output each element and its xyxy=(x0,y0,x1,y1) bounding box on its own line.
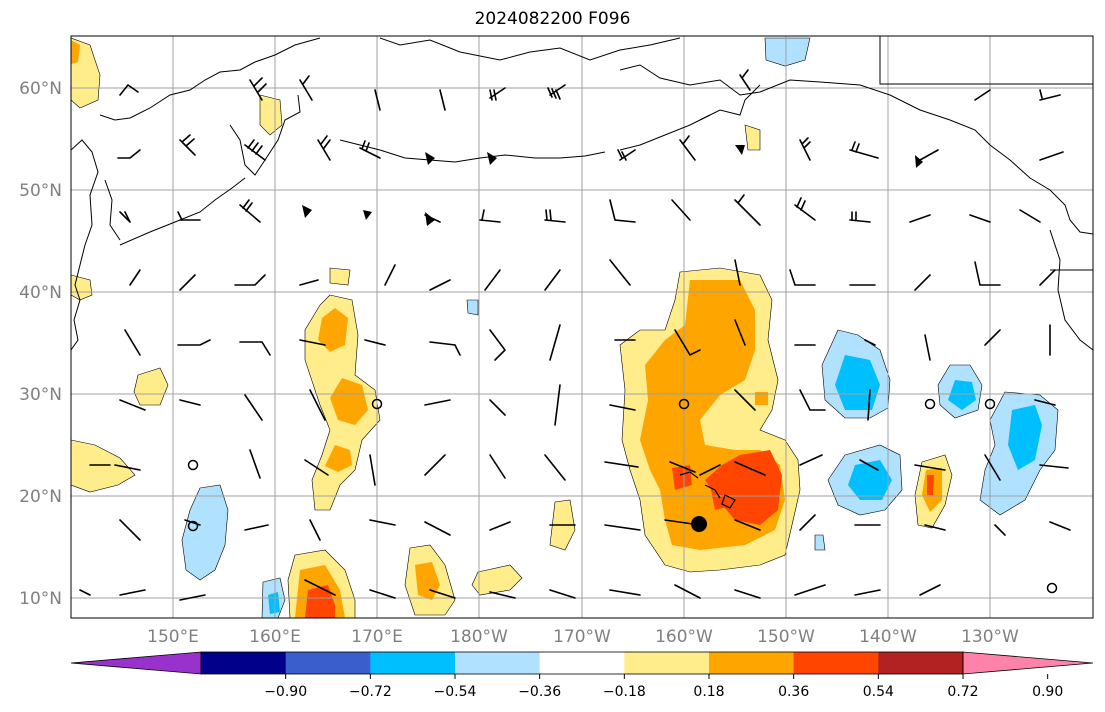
lon-label: 160°W xyxy=(655,627,713,647)
lon-label: 140°W xyxy=(859,627,917,647)
negative-anomaly-region xyxy=(268,592,280,614)
colorbar-segment xyxy=(709,652,795,674)
positive-anomaly-region xyxy=(259,94,283,136)
colorbar-tick-label: −0.18 xyxy=(603,684,646,700)
lat-label: 50°N xyxy=(19,181,62,201)
colorbar-tick-label: −0.36 xyxy=(518,684,561,700)
lon-label: 170°W xyxy=(553,627,611,647)
positive-anomaly-region xyxy=(71,40,80,64)
colorbar-tick-label: 0.90 xyxy=(1032,684,1063,700)
gridlines xyxy=(71,36,1093,618)
colorbar-segment xyxy=(455,652,541,674)
lat-label: 10°N xyxy=(19,589,62,609)
colorbar-tick-label: 0.36 xyxy=(778,684,809,700)
colorbar: −0.90 −0.72 −0.54 −0.36 −0.18 0.18 0.36 0.54 0.7… xyxy=(70,651,1094,700)
lon-label: 130°W xyxy=(961,627,1019,647)
lon-label: 150°W xyxy=(757,627,815,647)
positive-anomaly-region xyxy=(325,445,352,472)
lon-label: 180°W xyxy=(450,627,508,647)
positive-anomaly-region xyxy=(471,564,523,596)
colorbar-segment xyxy=(793,652,879,674)
plot-frame xyxy=(70,35,1094,619)
colorbar-tick-label: −0.54 xyxy=(434,684,477,700)
positive-anomaly-region xyxy=(133,367,169,406)
wind-barbs xyxy=(79,69,1071,601)
negative-anomaly-region xyxy=(1008,405,1042,470)
colorbar-tick-label: −0.90 xyxy=(264,684,307,700)
wind-flags xyxy=(302,145,923,226)
coastlines xyxy=(71,36,1093,351)
lat-label: 20°N xyxy=(19,487,62,507)
positive-anomaly-region xyxy=(927,475,934,495)
negative-anomaly-region xyxy=(835,355,880,410)
anomaly-shading xyxy=(71,37,1059,618)
negative-anomaly-region xyxy=(848,460,892,500)
colorbar-extension-low xyxy=(70,651,202,675)
positive-anomaly-region xyxy=(305,585,335,618)
colorbar-segment xyxy=(878,652,964,674)
hawaiian-islands xyxy=(679,471,736,509)
positive-anomaly-region xyxy=(330,378,368,425)
positive-anomaly-region xyxy=(318,308,348,352)
longitude-labels: 150°E 160°E 170°E 180°W 170°W 160°W 150°… xyxy=(147,627,1019,647)
calm-wind-circles xyxy=(187,398,1058,594)
lat-label: 30°N xyxy=(19,385,62,405)
colorbar-segment xyxy=(370,652,456,674)
colorbar-tick-label: −0.72 xyxy=(349,684,392,700)
colorbar-extension-high xyxy=(962,651,1094,675)
positive-anomaly-region xyxy=(755,392,768,405)
positive-anomaly-region xyxy=(744,124,761,151)
positive-anomaly-region xyxy=(672,465,692,490)
colorbar-tick-label: 0.72 xyxy=(947,684,978,700)
storm-center-marker xyxy=(691,516,707,532)
lon-label: 150°E xyxy=(147,627,199,647)
colorbar-tick-label: 0.18 xyxy=(693,684,724,700)
negative-anomaly-region xyxy=(181,484,229,581)
latitude-labels: 60°N 50°N 40°N 30°N 20°N 10°N xyxy=(19,79,62,609)
lon-label: 170°E xyxy=(351,627,403,647)
colorbar-segment xyxy=(624,652,710,674)
lat-label: 40°N xyxy=(19,283,62,303)
map-title: 2024082200 F096 xyxy=(474,9,631,29)
colorbar-segment xyxy=(539,652,625,674)
positive-anomaly-region xyxy=(71,274,93,301)
negative-anomaly-region xyxy=(948,380,976,410)
positive-anomaly-region xyxy=(71,439,136,493)
colorbar-outline xyxy=(200,651,964,675)
negative-anomaly-region xyxy=(466,299,479,316)
colorbar-segment xyxy=(201,652,287,674)
lon-label: 160°E xyxy=(249,627,301,647)
negative-anomaly-region xyxy=(814,534,826,551)
colorbar-segment xyxy=(285,652,371,674)
positive-anomaly-region xyxy=(329,267,351,286)
lat-label: 60°N xyxy=(19,79,62,99)
negative-anomaly-region xyxy=(764,37,811,67)
colorbar-tick-label: 0.54 xyxy=(863,684,894,700)
